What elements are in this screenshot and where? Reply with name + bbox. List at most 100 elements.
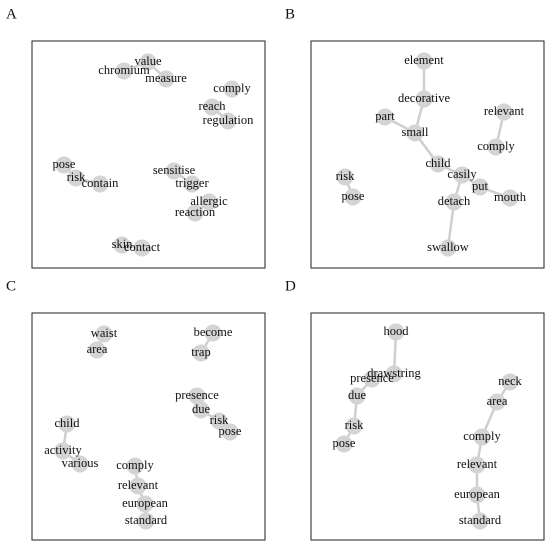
node bbox=[129, 477, 147, 495]
node-label: various bbox=[62, 456, 99, 470]
node bbox=[113, 236, 131, 254]
node bbox=[221, 423, 239, 441]
node bbox=[487, 138, 505, 156]
node-label: waist bbox=[91, 326, 118, 340]
node-label: small bbox=[401, 125, 429, 139]
panel-label: C bbox=[6, 278, 16, 294]
node-label: relevant bbox=[457, 457, 498, 471]
node-label: allergic bbox=[190, 194, 228, 208]
node bbox=[376, 108, 394, 126]
node bbox=[137, 512, 155, 530]
node bbox=[136, 495, 154, 513]
node-label: sensitise bbox=[153, 163, 196, 177]
node-label: european bbox=[454, 487, 501, 501]
node-label: risk bbox=[345, 418, 365, 432]
node bbox=[204, 324, 222, 342]
node bbox=[363, 370, 381, 388]
node bbox=[501, 189, 519, 207]
node-label: risk bbox=[67, 170, 87, 184]
node-label: swallow bbox=[427, 240, 469, 254]
node bbox=[55, 156, 73, 174]
node bbox=[415, 52, 433, 70]
node-label: neck bbox=[498, 374, 522, 388]
node-label: chromium bbox=[98, 63, 150, 77]
node-label: risk bbox=[210, 413, 230, 427]
node bbox=[165, 162, 183, 180]
node-label: value bbox=[134, 54, 162, 68]
node bbox=[335, 435, 353, 453]
node-label: pose bbox=[219, 424, 242, 438]
node-label: pose bbox=[333, 436, 356, 450]
node bbox=[348, 387, 366, 405]
node bbox=[58, 415, 76, 433]
node bbox=[186, 204, 204, 222]
node-label: standard bbox=[459, 513, 502, 527]
node-label: area bbox=[487, 394, 508, 408]
node bbox=[200, 193, 218, 211]
node-label: european bbox=[122, 496, 169, 510]
node-label: regulation bbox=[203, 113, 254, 127]
node-label: skin bbox=[112, 237, 134, 251]
node bbox=[387, 323, 405, 341]
node bbox=[344, 188, 362, 206]
node bbox=[468, 456, 486, 474]
node bbox=[88, 341, 106, 359]
node bbox=[219, 112, 237, 130]
node-label: comply bbox=[477, 139, 515, 153]
node bbox=[345, 417, 363, 435]
panel-frame bbox=[310, 40, 545, 269]
node bbox=[203, 98, 221, 116]
panel-frame bbox=[31, 40, 266, 269]
panel-frame bbox=[31, 312, 266, 541]
node bbox=[445, 193, 463, 211]
node-label: contain bbox=[82, 176, 120, 190]
node-label: become bbox=[194, 325, 233, 339]
node-label: casily bbox=[447, 167, 477, 181]
node bbox=[126, 457, 144, 475]
node-label: reach bbox=[198, 99, 226, 113]
node-label: trap bbox=[191, 345, 210, 359]
node bbox=[501, 373, 519, 391]
node-label: relevant bbox=[118, 478, 159, 492]
node bbox=[210, 412, 228, 430]
node bbox=[471, 178, 489, 196]
node-label: due bbox=[348, 388, 367, 402]
node bbox=[385, 365, 403, 383]
node-label: comply bbox=[213, 81, 251, 95]
node bbox=[468, 486, 486, 504]
node-label: standard bbox=[125, 513, 168, 527]
node bbox=[71, 455, 89, 473]
node-label: comply bbox=[463, 429, 501, 443]
node bbox=[488, 393, 506, 411]
node bbox=[157, 70, 175, 88]
node bbox=[192, 344, 210, 362]
node-label: activity bbox=[44, 443, 82, 457]
node bbox=[415, 90, 433, 108]
node-label: contact bbox=[124, 240, 161, 254]
node bbox=[473, 428, 491, 446]
node bbox=[95, 325, 113, 343]
node bbox=[67, 169, 85, 187]
node-label: reaction bbox=[175, 205, 216, 219]
panel-label: B bbox=[285, 6, 295, 22]
node-label: comply bbox=[116, 458, 154, 472]
node bbox=[192, 401, 210, 419]
node bbox=[336, 168, 354, 186]
panel-label: D bbox=[285, 278, 296, 294]
node-label: mouth bbox=[494, 190, 527, 204]
node-label: due bbox=[192, 402, 211, 416]
node bbox=[54, 442, 72, 460]
node-label: trigger bbox=[175, 176, 209, 190]
node bbox=[439, 239, 457, 257]
node bbox=[429, 155, 447, 173]
node-label: put bbox=[472, 179, 489, 193]
node-label: decorative bbox=[398, 91, 451, 105]
node-label: child bbox=[426, 156, 452, 170]
node-label: hood bbox=[384, 324, 410, 338]
node bbox=[91, 175, 109, 193]
node-label: relevant bbox=[484, 104, 525, 118]
